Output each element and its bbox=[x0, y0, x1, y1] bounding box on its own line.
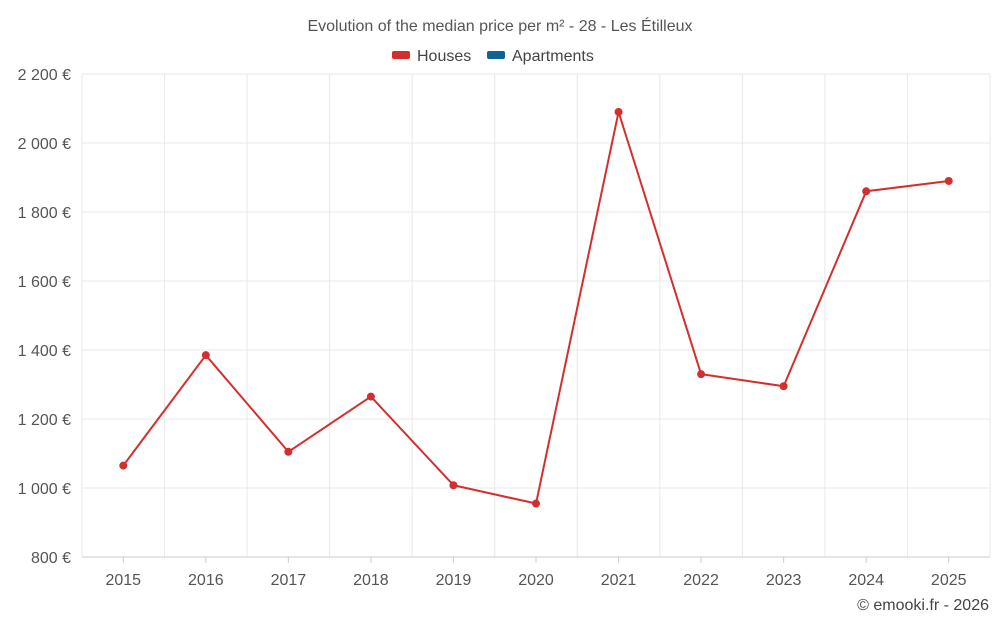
legend-label-houses[interactable]: Houses bbox=[417, 48, 471, 65]
x-tick-label: 2020 bbox=[518, 572, 554, 589]
data-point-houses[interactable] bbox=[862, 187, 871, 196]
data-point-houses[interactable] bbox=[614, 107, 623, 116]
y-tick-label: 2 000 € bbox=[18, 136, 71, 153]
legend-swatch-houses bbox=[392, 51, 410, 59]
y-tick-label: 1 600 € bbox=[18, 274, 71, 291]
y-tick-label: 1 400 € bbox=[18, 343, 71, 360]
chart-title: Evolution of the median price per m² - 2… bbox=[307, 16, 692, 35]
y-tick-label: 1 200 € bbox=[18, 412, 71, 429]
data-point-houses[interactable] bbox=[944, 176, 953, 185]
legend-label-apartments[interactable]: Apartments bbox=[512, 48, 594, 65]
legend-swatch-apartments bbox=[487, 51, 505, 59]
x-tick-label: 2016 bbox=[188, 572, 224, 589]
x-axis: 2015 2016 2017 2018 2019 2020 2021 2022 2023 2024… bbox=[82, 556, 990, 589]
x-tick-label: 2025 bbox=[931, 572, 967, 589]
chart-legend: Houses Apartments bbox=[392, 48, 594, 65]
x-tick-label: 2017 bbox=[271, 572, 307, 589]
y-axis: 800 € 1 000 € 1 200 € 1 400 € 1 600 € 1 800 €… bbox=[18, 67, 71, 567]
data-point-houses[interactable] bbox=[532, 499, 540, 508]
x-tick-label: 2024 bbox=[848, 572, 884, 589]
grid-lines bbox=[81, 73, 991, 557]
series-layer bbox=[119, 107, 953, 508]
data-point-houses[interactable] bbox=[201, 351, 210, 360]
x-tick-label: 2023 bbox=[766, 572, 802, 589]
data-point-houses[interactable] bbox=[779, 382, 788, 391]
y-tick-label: 2 200 € bbox=[18, 67, 71, 84]
y-tick-label: 800 € bbox=[31, 550, 71, 567]
x-tick-label: 2022 bbox=[683, 572, 719, 589]
x-tick-label: 2019 bbox=[436, 572, 472, 589]
x-tick-label: 2021 bbox=[601, 572, 637, 589]
y-tick-label: 1 000 € bbox=[18, 481, 71, 498]
y-tick-label: 1 800 € bbox=[18, 205, 71, 222]
x-tick-label: 2018 bbox=[353, 572, 389, 589]
credit-text: © emooki.fr - 2026 bbox=[857, 597, 989, 614]
data-point-houses[interactable] bbox=[366, 392, 375, 401]
x-tick-label: 2015 bbox=[105, 572, 141, 589]
data-point-houses[interactable] bbox=[697, 370, 706, 379]
data-point-houses[interactable] bbox=[449, 481, 458, 490]
data-point-houses[interactable] bbox=[119, 461, 128, 470]
data-point-houses[interactable] bbox=[284, 447, 293, 456]
